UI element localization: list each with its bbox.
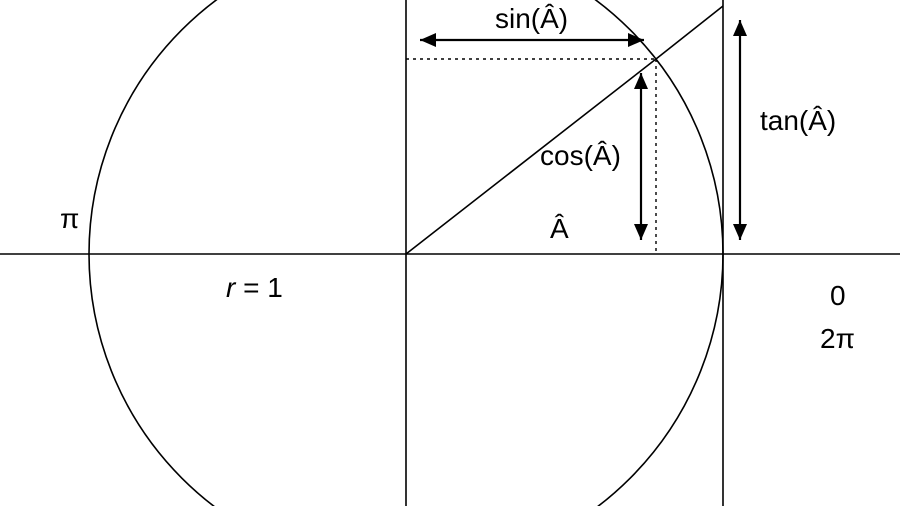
label-tan: tan(Â) xyxy=(760,105,836,136)
label-two-pi: 2π xyxy=(820,323,855,354)
label-pi: π xyxy=(60,203,79,234)
label-zero: 0 xyxy=(830,280,846,311)
label-cos: cos(Â) xyxy=(540,140,621,171)
unit-circle-diagram: sin(Â) cos(Â) tan(Â) Âπ r = 1 0 2π xyxy=(0,0,900,506)
label-radius: r = 1 xyxy=(226,272,283,303)
label-angle: Â xyxy=(550,213,569,244)
label-sin: sin(Â) xyxy=(495,3,568,34)
